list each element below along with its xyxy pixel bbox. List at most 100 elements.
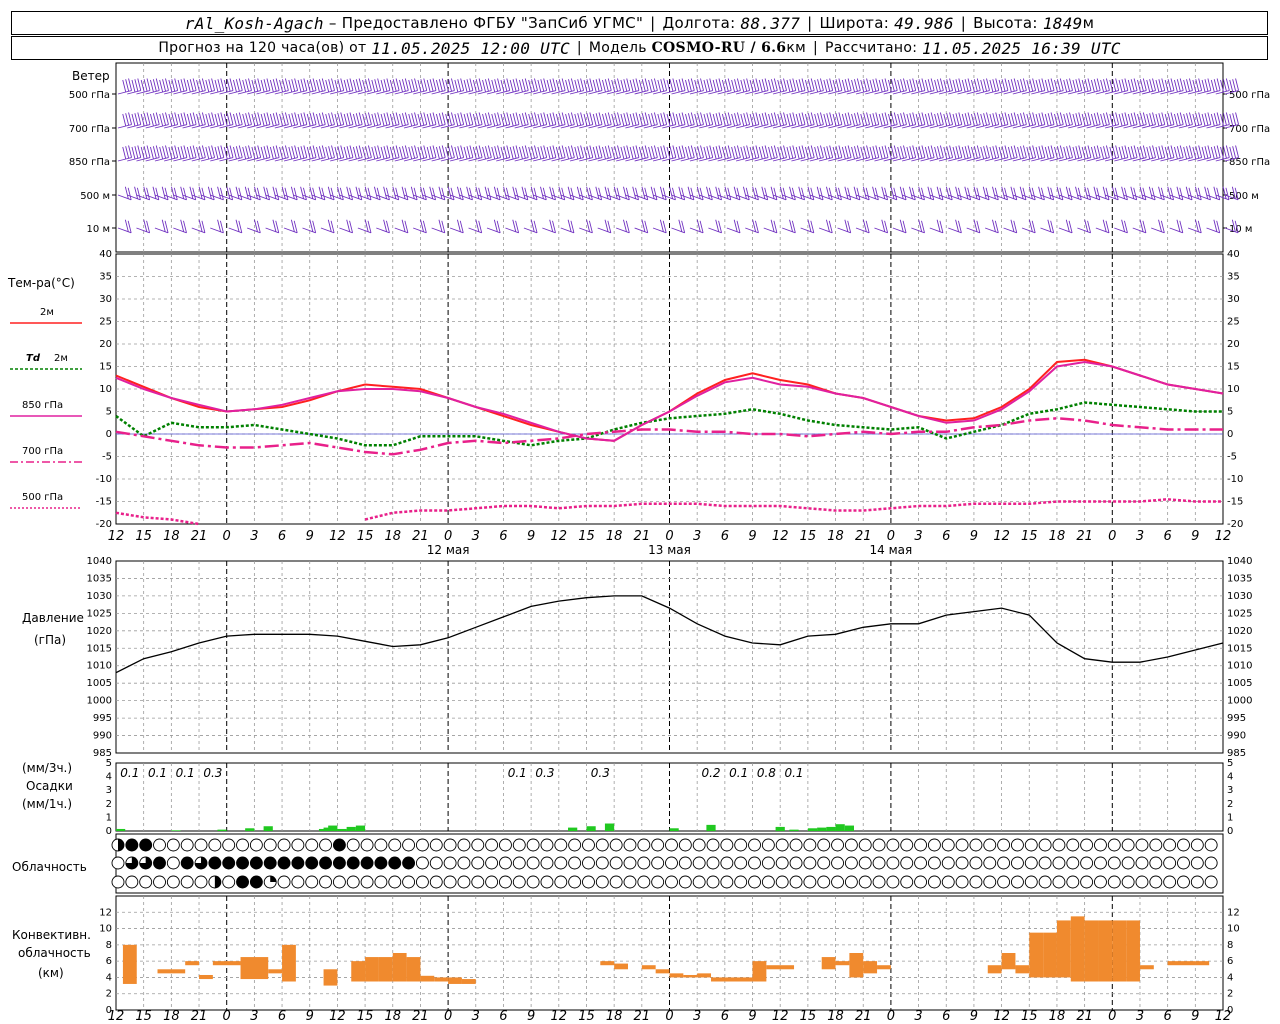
wind-barb-flag: [475, 79, 480, 92]
wind-barb-flag: [829, 112, 834, 125]
wind-barb-shaft: [652, 124, 667, 129]
wind-barb-flag: [749, 113, 754, 127]
legend-850-label: 850 гПа: [22, 400, 63, 411]
wind-barb-flag: [1059, 187, 1064, 200]
wind-barb-flag: [1022, 187, 1027, 200]
wind-barb-shaft: [597, 194, 612, 201]
wind-barb-flag: [699, 187, 704, 200]
wind-barb-flag: [1001, 113, 1006, 126]
wind-barb: [754, 78, 769, 95]
wind-barb: [671, 112, 686, 129]
wind-barb-flag: [389, 79, 394, 93]
wind-barb-shaft: [846, 194, 861, 201]
wind-barb-flag: [337, 79, 342, 92]
wind-barb-shaft: [855, 124, 870, 129]
cloud-circle: [415, 856, 429, 870]
wind-barb-flag: [530, 186, 535, 199]
wind-barb: [468, 78, 483, 95]
wind-barb-flag: [521, 113, 526, 126]
wind-barb-flag: [189, 113, 194, 126]
wind-barb-flag: [844, 219, 849, 232]
wind-barb-flag: [875, 112, 880, 125]
wind-barb-shaft: [366, 90, 381, 95]
cloud-symbol: [319, 875, 333, 889]
wind-barb: [957, 112, 972, 129]
wind-barb-shaft: [929, 227, 944, 234]
conv-bar: [849, 953, 864, 978]
wind-barb: [413, 112, 428, 129]
wind-barb: [1151, 186, 1165, 201]
wind-barb: [1178, 78, 1193, 95]
wind-barb: [772, 112, 787, 129]
wind-barb-shaft: [579, 194, 593, 201]
wind-barb: [117, 219, 132, 234]
wind-barb: [154, 219, 169, 234]
wind-barb-flag: [392, 186, 397, 199]
wind-barb-flag: [817, 146, 821, 159]
wind-barb-flag: [469, 78, 474, 91]
wind-barb-flag: [718, 220, 722, 233]
cloud-symbol: [1052, 875, 1066, 889]
wind-barb-flag: [958, 78, 963, 91]
wind-barb-flag: [875, 145, 880, 158]
wind-barb-flag: [967, 78, 972, 91]
wind-barb: [717, 145, 732, 162]
conv-y-tick: 12: [99, 907, 112, 918]
cloud-circle: [734, 856, 748, 870]
precip-y-tick: 0: [106, 826, 112, 837]
wind-barb-flag: [690, 187, 695, 200]
wind-barb-shaft: [708, 157, 723, 162]
wind-barb: [901, 186, 916, 201]
wind-barb: [440, 78, 455, 95]
conv-bar: [157, 969, 186, 974]
cloud-symbol: [388, 875, 402, 889]
x-tick-label-bottom: 18: [606, 1009, 623, 1024]
wind-barb: [1151, 219, 1165, 234]
wind-barb-flag: [146, 145, 151, 158]
wind-barb: [625, 145, 640, 162]
wind-barb-flag: [783, 145, 787, 158]
wind-barb-flag: [300, 146, 305, 159]
wind-barb-shaft: [579, 90, 593, 95]
wind-barb-flag: [254, 79, 259, 92]
wind-barb: [818, 112, 834, 129]
wind-barb-flag: [226, 146, 231, 159]
wind-barb-flag: [284, 78, 289, 91]
wind-barb-flag: [373, 186, 378, 199]
wind-barb-shaft: [237, 194, 252, 201]
wind-barb: [606, 112, 621, 129]
wind-barb: [154, 145, 169, 162]
wind-barb-flag: [856, 145, 861, 158]
conv-bar: [1195, 961, 1210, 966]
wind-barb-flag: [1133, 145, 1138, 158]
cloud-symbol: [125, 838, 139, 852]
wind-barb-shaft: [1215, 124, 1230, 129]
wind-barb-flag: [1158, 113, 1163, 126]
conv-bar: [1112, 920, 1127, 982]
x-tick-label-bottom: 0: [444, 1009, 452, 1024]
wind-barb-flag: [561, 145, 566, 158]
wind-barb-flag: [706, 113, 711, 126]
cloud-symbol: [471, 875, 485, 889]
wind-barb-flag: [420, 146, 425, 159]
cloud-symbol: [1163, 875, 1177, 889]
wind-barb-flag: [764, 112, 769, 125]
wind-barb: [459, 78, 474, 95]
wind-barb-flag: [900, 113, 904, 126]
cloud-circle: [526, 856, 540, 870]
wind-barb-flag: [856, 112, 861, 125]
wind-barb: [1224, 112, 1240, 129]
wind-barb-flag: [1054, 113, 1058, 127]
wind-barb-flag: [844, 186, 849, 199]
cloud-circle: [1190, 856, 1204, 870]
wind-barb-flag: [438, 219, 443, 232]
wind-barb-flag: [733, 186, 738, 199]
wind-barb: [911, 186, 925, 201]
wind-barb-shaft: [1151, 124, 1165, 129]
wind-barb-flag: [328, 113, 333, 126]
wind-barb: [357, 219, 372, 234]
wind-barb-flag: [862, 219, 867, 232]
wind-barb: [228, 145, 243, 162]
wind-barb-flag: [131, 113, 136, 127]
wind-barb-flag: [143, 113, 148, 126]
